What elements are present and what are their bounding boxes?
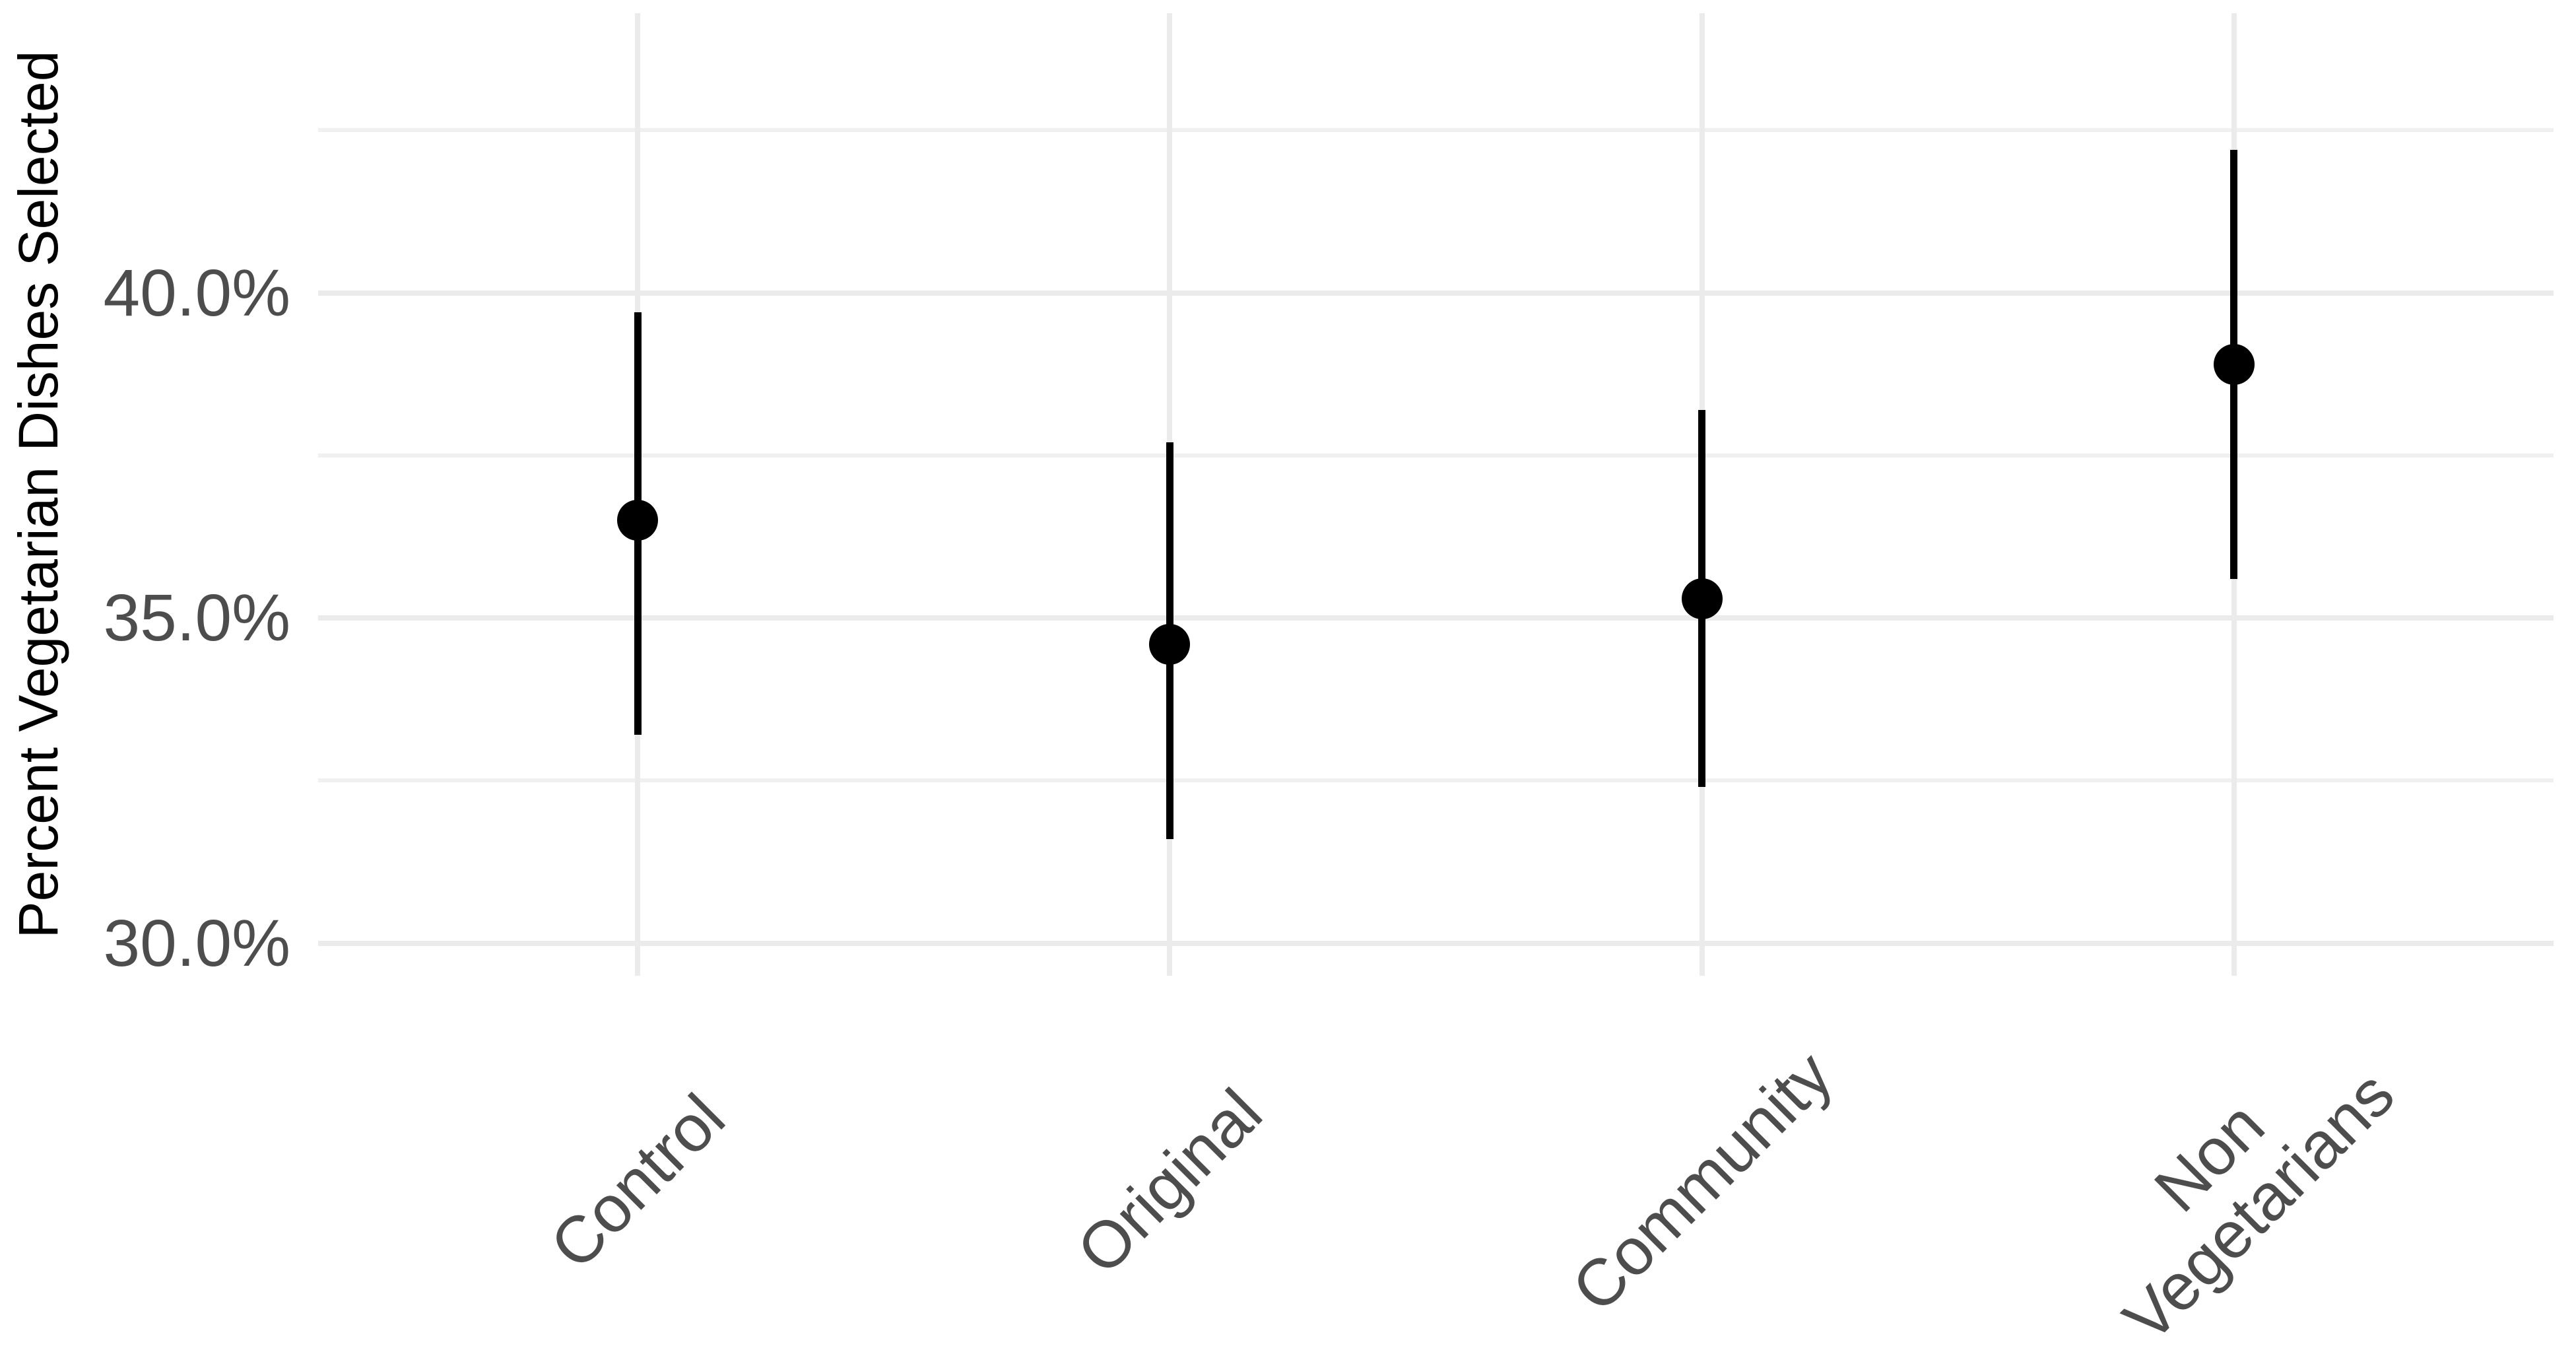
x-category-label: Community — [1558, 1037, 1846, 1326]
minor-gridline — [318, 453, 2554, 458]
y-tick-label: 35.0% — [103, 581, 290, 656]
point-estimate — [617, 500, 658, 541]
plot-panel — [318, 13, 2554, 976]
major-gridline — [318, 290, 2554, 296]
y-axis-title: Percent Vegetarian Dishes Selected — [7, 50, 69, 939]
minor-gridline — [318, 778, 2554, 783]
y-tick-label: 40.0% — [103, 255, 290, 330]
point-estimate — [1681, 578, 1723, 619]
major-gridline — [318, 940, 2554, 946]
minor-gridline — [318, 128, 2554, 133]
y-tick-label: 30.0% — [103, 906, 290, 980]
major-gridline — [318, 615, 2554, 621]
x-category-label: Original — [1063, 1075, 1276, 1289]
point-estimate — [1149, 623, 1191, 665]
x-category-label: Non Vegetarians — [2109, 1057, 2408, 1356]
point-estimate — [2213, 343, 2255, 385]
x-category-label: Control — [536, 1080, 739, 1283]
